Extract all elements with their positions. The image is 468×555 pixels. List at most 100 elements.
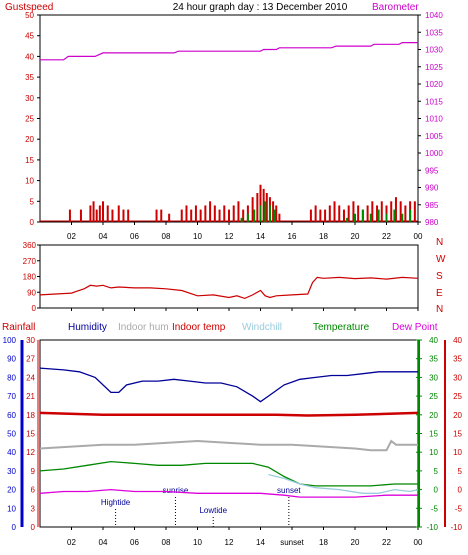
- temp-ytick-label-right: 5: [458, 467, 463, 476]
- humidity-ytick-label: 60: [7, 411, 16, 420]
- gust-ytick-label: 35: [25, 73, 34, 82]
- wind-baro-xtick-label: 20: [351, 232, 360, 241]
- compass-label: W: [436, 254, 446, 265]
- temp-ytick-label: -10: [426, 523, 438, 532]
- temperature-xtick-label: 10: [193, 538, 202, 547]
- baro-ytick-label: 990: [425, 184, 439, 193]
- legend-dew-point: Dew Point: [392, 322, 438, 333]
- direction-ytick-label: 360: [23, 241, 37, 250]
- wind-direction-frame: [39, 244, 419, 309]
- gust-ytick-label: 15: [25, 156, 34, 165]
- temperature-xtick-label: 02: [67, 538, 76, 547]
- temp-ytick-label-right: -10: [450, 523, 462, 532]
- gust-ytick-label: 0: [30, 218, 35, 227]
- temperature-xtick-label: 20: [351, 538, 360, 547]
- compass-label: S: [436, 271, 443, 282]
- humidity-ytick-label: 10: [7, 504, 16, 513]
- temperature-panel: 0102030405060708090100036912151821242730…: [3, 336, 463, 547]
- temp-ytick-label: 30: [429, 373, 438, 382]
- humidity-ytick-label: 30: [7, 467, 16, 476]
- wind-baro-xtick-label: 16: [288, 232, 297, 241]
- temp-ytick-label: -5: [431, 504, 439, 513]
- indoor-temp-line: [39, 411, 419, 417]
- temperature-xtick-label: sunset: [280, 538, 304, 547]
- direction-ytick-label: 0: [32, 304, 37, 313]
- temp-ytick-label: 20: [429, 411, 438, 420]
- annotation-label: sunset: [277, 486, 301, 495]
- gust-ytick-label: 45: [25, 32, 34, 41]
- wind-baro-xtick-label: 06: [130, 232, 139, 241]
- temperature-xtick-label: 12: [225, 538, 234, 547]
- temperature-line: [39, 460, 418, 487]
- gust-ytick-label: 30: [25, 94, 34, 103]
- temp-ytick-label-right: 20: [453, 411, 462, 420]
- temperature-xtick-label: 08: [162, 538, 171, 547]
- rain-ytick-label: 3: [31, 504, 36, 513]
- indoor-hum-line: [39, 439, 418, 452]
- rain-ytick-label: 30: [26, 336, 35, 345]
- temperature-xtick-label: 04: [99, 538, 108, 547]
- temp-ytick-label-right: 40: [453, 336, 462, 345]
- legend-temperature: Temperature: [313, 322, 370, 333]
- baro-ytick-label: 1020: [425, 80, 443, 89]
- wind-baro-frame: [39, 14, 419, 223]
- direction-ytick-label: 270: [23, 257, 37, 266]
- dew-point-line: [39, 488, 418, 498]
- gust-ytick-label: 20: [25, 135, 34, 144]
- barometer-label: Barometer: [372, 2, 419, 13]
- wind-baro-xtick-label: 12: [225, 232, 234, 241]
- direction-ytick-label: 90: [27, 288, 36, 297]
- rain-ytick-label: 12: [26, 448, 35, 457]
- baro-ytick-label: 1035: [425, 28, 443, 37]
- rain-ytick-label: 21: [26, 392, 35, 401]
- gust-ytick-label: 25: [25, 115, 34, 124]
- wind-baro-xtick-label: 02: [67, 232, 76, 241]
- temp-ytick-label: 0: [434, 486, 439, 495]
- compass-label: N: [436, 237, 443, 248]
- chart-title: 24 hour graph day : 13 December 2010: [173, 2, 348, 13]
- temperature-xtick-label: 00: [414, 538, 423, 547]
- baro-ytick-label: 1005: [425, 132, 443, 141]
- direction-ytick-label: 180: [23, 273, 37, 282]
- temp-ytick-label: 15: [429, 430, 438, 439]
- temp-ytick-label: 25: [429, 392, 438, 401]
- annotation-label: Hightide: [101, 498, 131, 507]
- annotation-label: sunrise: [163, 486, 189, 495]
- annotation-label: Lowtide: [199, 506, 227, 515]
- wind-baro-xtick-label: 08: [162, 232, 171, 241]
- humidity-ytick-label: 80: [7, 373, 16, 382]
- baro-ytick-label: 1015: [425, 97, 443, 106]
- baro-ytick-label: 1040: [425, 11, 443, 20]
- legend-indoor-hum: Indoor hum: [118, 322, 169, 333]
- temperature-xtick-label: 14: [256, 538, 265, 547]
- gustspeed-label: Gustspeed: [5, 2, 53, 13]
- wind-baro-xtick-label: 00: [414, 232, 423, 241]
- wind-baro-xtick-label: 04: [99, 232, 108, 241]
- compass-label: N: [436, 304, 443, 315]
- temp-ytick-label-right: 15: [453, 430, 462, 439]
- humidity-ytick-label: 20: [7, 486, 16, 495]
- temp-ytick-label-right: 30: [453, 373, 462, 382]
- rain-ytick-label: 6: [31, 486, 36, 495]
- temp-ytick-label: 5: [434, 467, 439, 476]
- gust-ytick-label: 40: [25, 52, 34, 61]
- baro-ytick-label: 980: [425, 218, 439, 227]
- temp-ytick-label-right: -5: [455, 504, 463, 513]
- rain-ytick-label: 27: [26, 355, 35, 364]
- humidity-ytick-label: 70: [7, 392, 16, 401]
- baro-ytick-label: 985: [425, 201, 439, 210]
- humidity-line: [39, 367, 418, 403]
- humidity-ytick-label: 50: [7, 430, 16, 439]
- rain-ytick-label: 18: [26, 411, 35, 420]
- barometer-line: [40, 42, 418, 61]
- temperature-xtick-label: 06: [130, 538, 139, 547]
- rain-ytick-label: 0: [31, 523, 36, 532]
- windchill-line: [268, 473, 419, 494]
- humidity-ytick-label: 100: [3, 336, 17, 345]
- rain-ytick-label: 15: [26, 430, 35, 439]
- gust-ytick-label: 10: [25, 177, 34, 186]
- temperature-xtick-label: 18: [319, 538, 328, 547]
- baro-ytick-label: 1025: [425, 63, 443, 72]
